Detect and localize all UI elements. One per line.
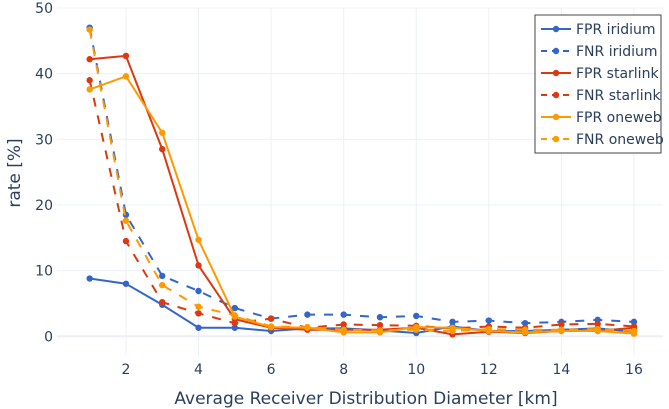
y-tick-label: 20 [35,198,53,214]
legend-label: FPR iridium [576,22,656,38]
legend-item-fpr-iridium: FPR iridium [541,22,656,38]
legend-item-fnr-iridium: FNR iridium [541,44,658,60]
data-point-fnr-oneweb [122,217,130,224]
data-point-fnr-oneweb [159,281,166,289]
data-point-fnr-iridium [521,319,529,327]
legend-label: FNR oneweb [576,132,664,148]
data-point-fnr-iridium [340,311,347,318]
data-point-fnr-oneweb [594,325,601,333]
x-tick-label: 6 [267,362,276,378]
series-fnr-oneweb [86,26,638,335]
data-point-fnr-starlink [267,315,275,322]
data-point-fnr-oneweb [376,327,384,334]
data-point-fnr-starlink [231,319,239,327]
data-point-fnr-starlink [195,310,202,317]
data-point-fnr-oneweb [485,325,493,333]
x-tick-label: 14 [552,362,570,378]
data-point-fnr-starlink [376,321,384,329]
data-point-fnr-starlink [630,323,638,330]
data-point-fpr-iridium [195,324,202,331]
data-point-fnr-oneweb [267,323,275,330]
series-layer [86,24,638,338]
x-tick-label: 16 [625,362,643,378]
data-point-fnr-iridium [449,318,456,326]
legend-label: FPR starlink [576,66,659,82]
data-point-fpr-iridium [231,324,239,331]
y-tick-label: 40 [35,67,53,83]
series-line-fnr-starlink [88,80,635,330]
x-tick-label: 10 [407,362,425,378]
data-point-fpr-oneweb [159,129,166,136]
x-tick-label: 8 [339,362,348,378]
data-point-fnr-oneweb [521,326,529,333]
data-point-fpr-starlink [86,56,93,63]
legend-swatch-marker [552,69,560,77]
data-point-fnr-starlink [340,321,347,328]
y-axis-ticks: 0 10 20 30 40 50 [35,1,53,345]
x-axis-ticks: 2 4 6 8 10 12 14 16 [121,362,642,378]
data-point-fnr-oneweb [86,26,93,33]
data-point-fpr-starlink [159,145,166,153]
legend-box [534,14,662,154]
series-fnr-starlink [86,77,638,332]
data-point-fnr-iridium [485,317,493,324]
data-point-fnr-oneweb [231,312,239,319]
data-point-fpr-starlink [122,52,130,60]
data-point-fpr-oneweb [122,73,130,80]
y-axis-title: rate [%] [5,138,25,207]
data-point-fnr-oneweb [195,303,202,310]
legend-item-fpr-oneweb: FPR oneweb [541,110,662,126]
data-point-fnr-iridium [159,272,166,280]
legend-swatch-marker [552,47,560,55]
data-point-fpr-oneweb [86,86,93,93]
legend-swatch-marker [552,135,560,143]
y-tick-label: 0 [44,329,53,345]
series-line-fpr-oneweb [89,75,635,335]
data-point-fpr-oneweb [195,236,202,243]
legend-label: FPR oneweb [576,110,662,126]
data-point-fnr-iridium [195,287,202,295]
data-point-fpr-iridium [122,280,130,287]
data-point-fnr-iridium [304,311,311,318]
data-point-fpr-starlink [195,262,202,269]
data-point-fnr-oneweb [449,327,456,335]
x-tick-label: 4 [194,362,203,378]
y-tick-label: 30 [35,132,53,148]
x-axis-title: Average Receiver Distribution Diameter [… [174,389,557,409]
data-point-fnr-iridium [630,318,638,326]
data-point-fnr-iridium [413,312,420,320]
legend-swatch-marker [552,25,560,33]
legend-item-fnr-oneweb: FNR oneweb [541,132,664,148]
data-point-fnr-starlink [159,298,166,306]
legend-label: FNR iridium [576,44,658,60]
series-line-fnr-iridium [88,27,635,325]
legend-swatch-marker [552,91,560,99]
data-point-fnr-oneweb [558,326,565,333]
data-point-fnr-iridium [376,314,384,321]
data-point-fnr-oneweb [413,326,420,333]
data-point-fpr-iridium [86,275,93,282]
data-point-fnr-starlink [86,77,93,84]
legend-swatch-marker [552,113,560,121]
data-point-fnr-iridium [231,304,239,312]
y-tick-label: 10 [35,264,53,280]
legend-label: FNR starlink [576,88,661,104]
legend-item-fpr-starlink: FPR starlink [541,66,659,82]
data-point-fnr-starlink [558,321,565,328]
x-tick-label: 2 [121,362,130,378]
data-point-fnr-starlink [122,237,130,245]
data-point-fnr-oneweb [630,327,638,335]
data-point-fnr-oneweb [304,323,311,331]
legend-item-fnr-starlink: FNR starlink [541,88,661,104]
data-point-fnr-oneweb [340,326,347,333]
y-tick-label: 50 [35,1,53,17]
data-point-fnr-starlink [594,320,601,328]
legend: FPR iridium FNR iridium FPR starlink FNR st… [534,14,664,154]
series-line-fnr-oneweb [88,29,635,333]
x-tick-label: 12 [480,362,498,378]
